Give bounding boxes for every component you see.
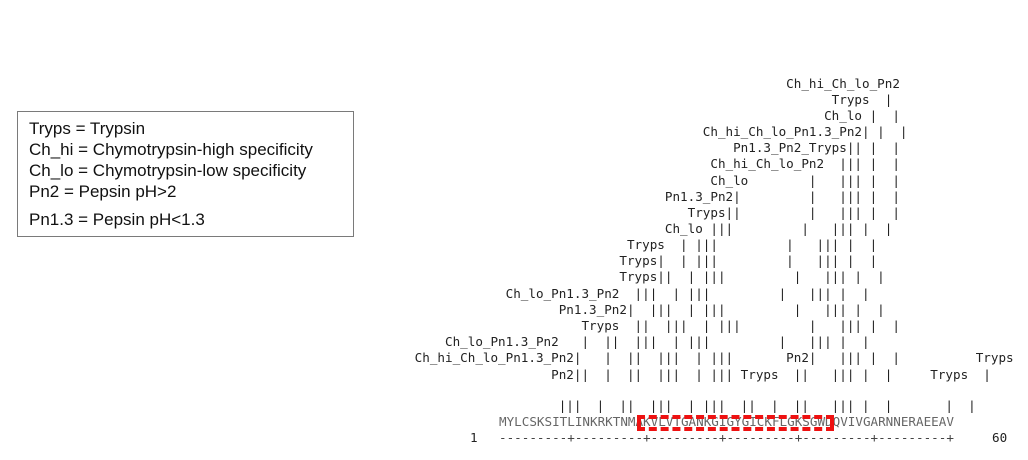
cleavage-label-row: Ch_lo_Pn1.3_Pn2 | || ||| | ||| | ||| | | — [354, 334, 870, 349]
cleavage-label-row: Pn1.3_Pn2| ||| | ||| | ||| | | — [354, 302, 885, 317]
legend-entry-ch-hi: Ch_hi = Chymotrypsin-high specificity — [29, 140, 313, 159]
cleavage-label-row: Tryps|| | ||| | ||| | | — [354, 269, 885, 284]
cleavage-label-row: Ch_lo_Pn1.3_Pn2 ||| | ||| | ||| | | — [354, 286, 870, 301]
cleavage-label-row: Ch_hi_Ch_lo_Pn1.3_Pn2| | || ||| | ||| Pn… — [354, 350, 1014, 365]
cleavage-label-row: Ch_lo | | — [354, 108, 900, 123]
cleavage-label-row: Pn1.3_Pn2_Tryps|| | | — [354, 140, 900, 155]
cleavage-label-row: Ch_hi_Ch_lo_Pn2 — [354, 76, 900, 91]
cleavage-tick-row: ||| | || ||| | ||| || | || ||| | | | | — [354, 398, 976, 413]
ruler-start-position: 1 — [470, 430, 478, 445]
cleavage-label-row: Tryps|| | ||| | | — [354, 205, 900, 220]
cleavage-label-row: Tryps || ||| | ||| | ||| | | — [354, 318, 900, 333]
cleavage-label-row: Pn1.3_Pn2| | ||| | | — [354, 189, 900, 204]
position-ruler: ---------+---------+---------+---------+… — [499, 430, 954, 445]
cleavage-label-row: Ch_lo | ||| | | — [354, 173, 900, 188]
cleavage-label-row: Ch_lo ||| | ||| | | — [354, 221, 893, 236]
abbreviation-legend: Tryps = Trypsin Ch_hi = Chymotrypsin-hig… — [17, 111, 354, 237]
cleavage-label-row: Ch_hi_Ch_lo_Pn2 ||| | | — [354, 156, 900, 171]
legend-entry-tryps: Tryps = Trypsin — [29, 119, 146, 138]
legend-entry-pn2: Pn2 = Pepsin pH>2 — [29, 182, 177, 201]
cleavage-label-row: Pn2|| | || ||| | ||| Tryps || ||| | | Tr… — [354, 367, 991, 382]
cleavage-label-row: Tryps| | ||| | ||| | | — [354, 253, 878, 268]
cleavage-label-row: Ch_hi_Ch_lo_Pn1.3_Pn2| | | — [354, 124, 908, 139]
legend-entry-pn13: Pn1.3 = Pepsin pH<1.3 — [29, 210, 205, 229]
ruler-end-position: 60 — [992, 430, 1008, 445]
protein-sequence: MYLCSKSITLINKRKTNMAKVLVTGANKGIGYGICKFLGK… — [499, 414, 954, 429]
cleavage-label-row: Tryps | — [354, 92, 893, 107]
cleavage-label-row: Tryps | ||| | ||| | | — [354, 237, 878, 252]
legend-entry-ch-lo: Ch_lo = Chymotrypsin-low specificity — [29, 161, 307, 180]
